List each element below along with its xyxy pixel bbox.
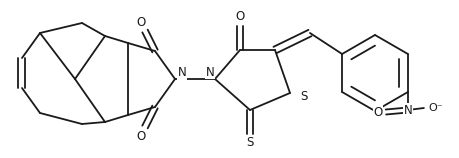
Text: S: S bbox=[246, 137, 253, 149]
Text: O⁻: O⁻ bbox=[428, 103, 442, 113]
Text: O: O bbox=[235, 10, 244, 24]
Text: S: S bbox=[300, 89, 307, 103]
Text: O: O bbox=[136, 15, 146, 28]
Text: N: N bbox=[403, 103, 411, 116]
Text: N: N bbox=[177, 67, 186, 79]
Text: O: O bbox=[372, 106, 382, 118]
Text: N: N bbox=[205, 66, 214, 79]
Text: O: O bbox=[136, 130, 146, 143]
